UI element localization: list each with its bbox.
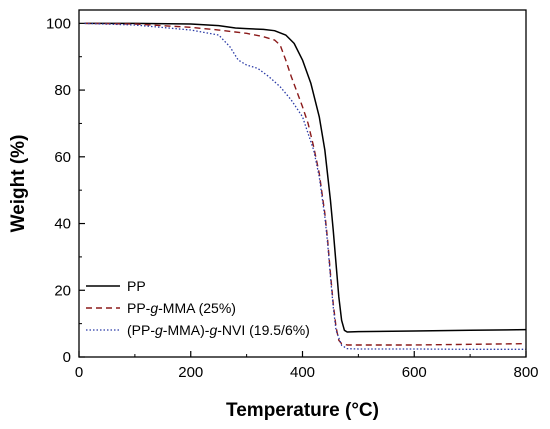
y-tick-label: 60 xyxy=(54,149,71,166)
series-line-3 xyxy=(84,22,526,350)
x-tick-label: 0 xyxy=(75,364,83,381)
y-tick-label: 100 xyxy=(46,15,71,32)
series-layer xyxy=(84,22,527,350)
x-tick-label: 200 xyxy=(178,364,203,381)
legend-label-1: PP xyxy=(127,278,146,294)
y-tick-label: 0 xyxy=(63,349,71,366)
x-tick-label: 600 xyxy=(402,364,427,381)
legend-label-3: (PP-g-MMA)-g-NVI (19.5/6%) xyxy=(127,322,310,338)
y-tick-label: 80 xyxy=(54,82,71,99)
series-line-1 xyxy=(84,22,527,333)
ticks-layer: 0 200 400 600 800 0 20 40 60 80 100 xyxy=(46,15,539,381)
y-tick-label: 40 xyxy=(54,216,71,233)
y-axis-title: Weight (%) xyxy=(8,135,29,233)
x-tick-label: 800 xyxy=(513,364,538,381)
plot-frame xyxy=(78,9,527,358)
legend-label-2: PP-g-MMA (25%) xyxy=(127,300,236,316)
y-tick-label: 20 xyxy=(54,282,71,299)
x-tick-label: 400 xyxy=(290,364,315,381)
legend: PP PP-g-MMA (25%) (PP-g-MMA)-g-NVI (19.5/6… xyxy=(86,278,310,338)
x-axis-title: Temperature (°C) xyxy=(226,400,379,421)
series-line-2 xyxy=(84,22,527,346)
